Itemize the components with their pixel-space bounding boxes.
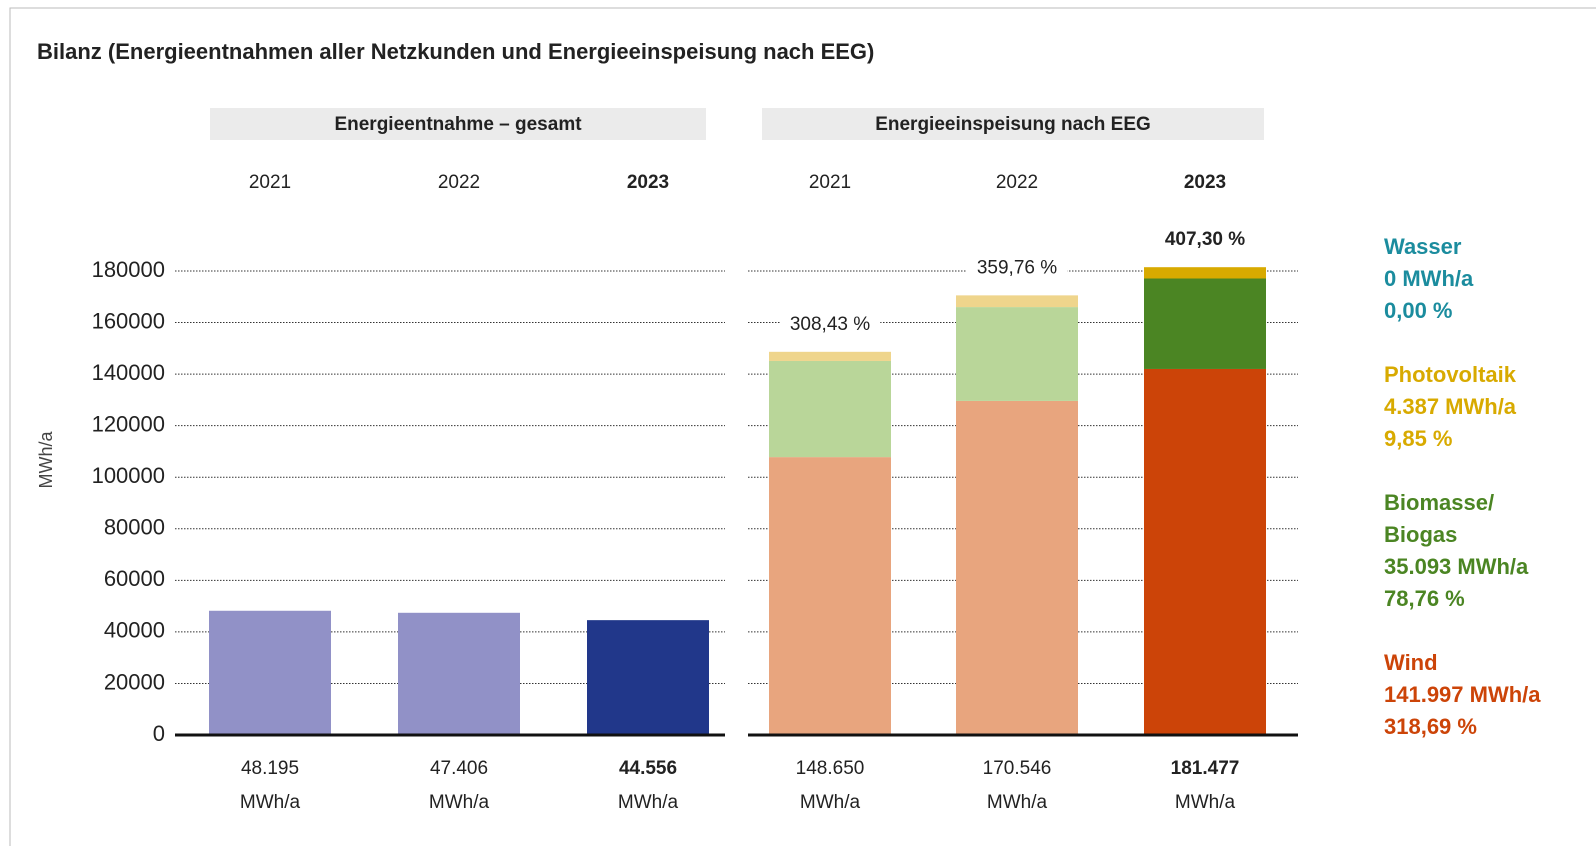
- legend-name: Wasser: [1384, 234, 1462, 259]
- y-tick-label: 60000: [104, 566, 165, 591]
- category-label: 2021: [809, 172, 851, 193]
- bar: [587, 620, 709, 735]
- panel-title: Energieentnahme – gesamt: [334, 114, 582, 135]
- y-tick-label: 120000: [92, 411, 165, 436]
- legend-value: 0 MWh/a: [1384, 266, 1474, 291]
- value-label: 48.195: [241, 758, 299, 779]
- total-label: 170.546: [983, 758, 1052, 779]
- legend-box: Wasser 0 MWh/a 0,00 % Photovoltaik 4.387 MWh…: [1384, 231, 1594, 743]
- bar-segment: [956, 307, 1078, 401]
- y-tick-label: 140000: [92, 360, 165, 385]
- percent-label: 359,76 %: [977, 257, 1057, 278]
- category-label: 2023: [1184, 172, 1226, 193]
- legend-name: Photovoltaik: [1384, 362, 1517, 387]
- bar-segment: [1144, 368, 1266, 735]
- panel-header: [762, 108, 1264, 140]
- unit-label: MWh/a: [1175, 792, 1236, 813]
- bar-segment: [769, 360, 891, 458]
- legend-share: 9,85 %: [1384, 426, 1453, 451]
- value-label: 44.556: [619, 758, 677, 779]
- bar-segment: [956, 400, 1078, 735]
- y-tick-label: 0: [153, 721, 165, 746]
- legend-name: Wind: [1384, 650, 1438, 675]
- y-tick-label: 100000: [92, 463, 165, 488]
- unit-label: MWh/a: [618, 792, 679, 813]
- legend-share: 318,69 %: [1384, 714, 1477, 739]
- unit-label: MWh/a: [987, 792, 1048, 813]
- unit-label: MWh/a: [800, 792, 861, 813]
- bar-segment: [956, 295, 1078, 308]
- legend-value: 4.387 MWh/a: [1384, 394, 1517, 419]
- legend-entry: Wind 141.997 MWh/a 318,69 %: [1384, 647, 1594, 743]
- bar: [398, 612, 520, 735]
- value-label: 47.406: [430, 758, 488, 779]
- category-label: 2022: [438, 172, 480, 193]
- label-bg: [779, 311, 881, 337]
- total-label: 181.477: [1171, 758, 1240, 779]
- label-bg: [966, 255, 1068, 281]
- panel-header: [210, 108, 706, 140]
- legend-share: 78,76 %: [1384, 586, 1465, 611]
- legend-entry: Photovoltaik 4.387 MWh/a 9,85 %: [1384, 359, 1594, 455]
- y-tick-label: 20000: [104, 669, 165, 694]
- legend-share: 0,00 %: [1384, 298, 1453, 323]
- unit-label: MWh/a: [429, 792, 490, 813]
- legend-value: 141.997 MWh/a: [1384, 682, 1541, 707]
- unit-label: MWh/a: [240, 792, 301, 813]
- bar-segment: [1144, 267, 1266, 279]
- bar-segment: [769, 351, 891, 361]
- legend-value: 35.093 MWh/a: [1384, 554, 1529, 579]
- y-axis-label: MWh/a: [36, 431, 56, 489]
- legend-name: Biomasse/ Biogas: [1384, 490, 1495, 547]
- frame: [9, 7, 1596, 846]
- category-label: 2021: [249, 172, 291, 193]
- chart-title: Bilanz (Energieentnahmen aller Netzkunde…: [37, 39, 874, 64]
- legend: Wasser 0 MWh/a 0,00 % Photovoltaik 4.387 MWh…: [1384, 231, 1594, 743]
- category-label: 2023: [627, 172, 669, 193]
- y-tick-label: 160000: [92, 308, 165, 333]
- legend-entry: Wasser 0 MWh/a 0,00 %: [1384, 231, 1594, 327]
- y-tick-label: 80000: [104, 515, 165, 540]
- category-label: 2022: [996, 172, 1038, 193]
- percent-label: 407,30 %: [1165, 229, 1245, 250]
- bar: [209, 610, 331, 735]
- y-tick-label: 40000: [104, 618, 165, 643]
- panel-title: Energieeinspeisung nach EEG: [875, 114, 1151, 135]
- y-tick-label: 180000: [92, 257, 165, 282]
- total-label: 148.650: [796, 758, 865, 779]
- label-bg: [1154, 227, 1256, 253]
- percent-label: 308,43 %: [790, 314, 870, 335]
- legend-entry: Biomasse/ Biogas 35.093 MWh/a 78,76 %: [1384, 487, 1594, 615]
- bar-segment: [769, 457, 891, 735]
- bar-segment: [1144, 278, 1266, 369]
